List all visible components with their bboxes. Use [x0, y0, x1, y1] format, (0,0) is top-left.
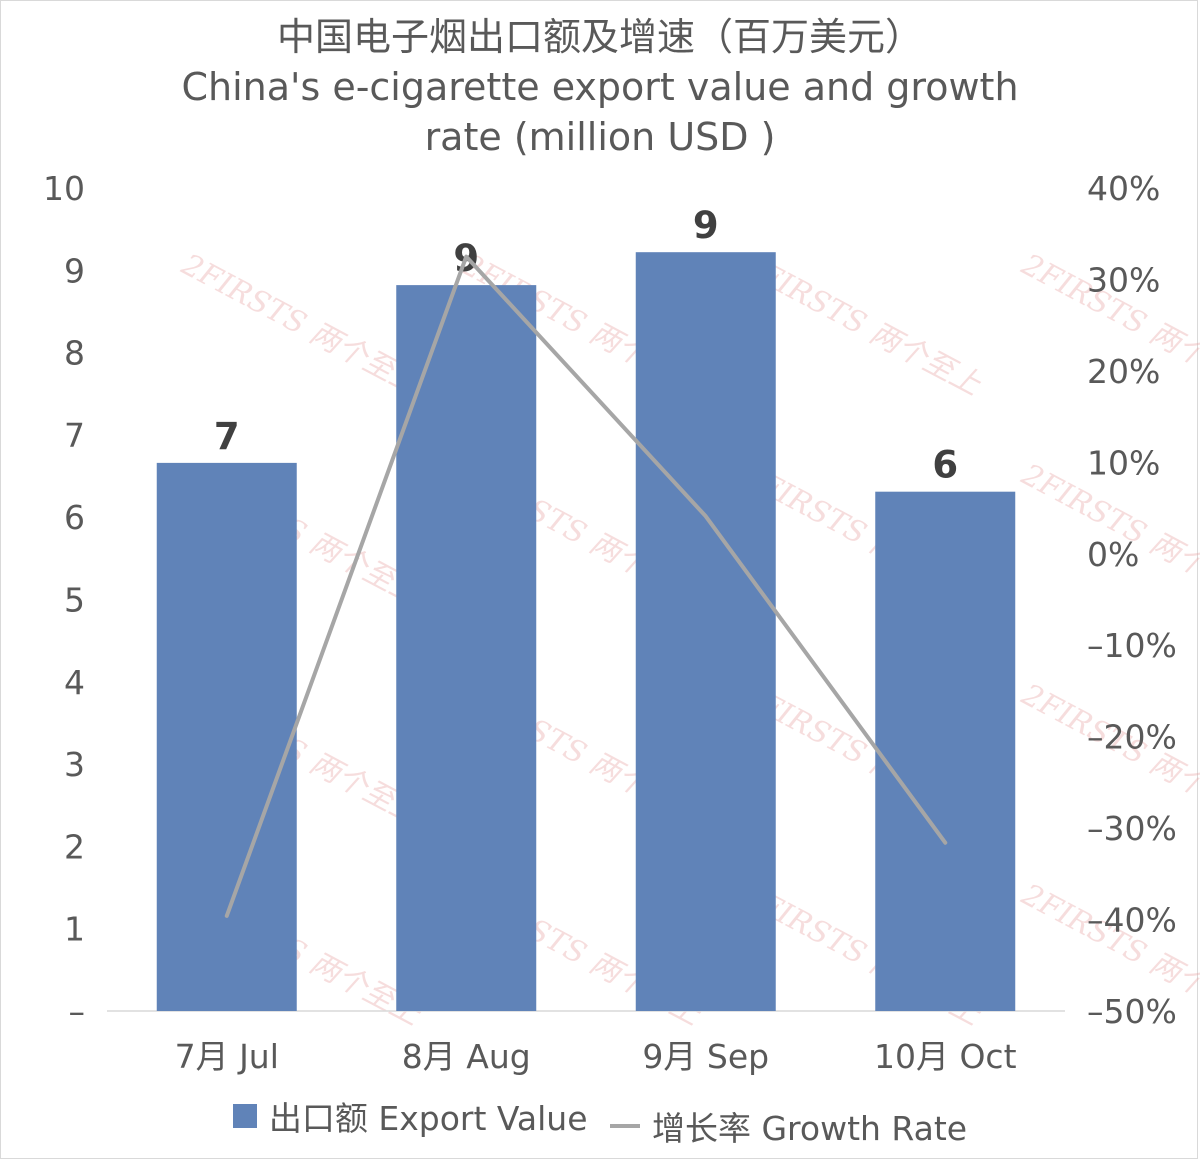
y-right-tick-label: 40% [1087, 169, 1160, 208]
y-left-tick-label: 1 [64, 910, 85, 949]
chart-title: 中国电子烟出口额及增速（百万美元） [276, 15, 923, 59]
bar-series [156, 252, 1016, 1012]
x-tick-label: 7月 Jul [175, 1037, 279, 1076]
y-left-tick-label: 6 [64, 498, 85, 537]
x-tick-label: 9月 Sep [642, 1037, 769, 1076]
legend-line-swatch [610, 1124, 640, 1128]
chart-subtitle-line-1: China's e-cigarette export value and gro… [181, 65, 1019, 109]
x-tick-label: 8月 Aug [402, 1037, 531, 1076]
y-left-tick-label: 2 [64, 827, 85, 866]
bar [635, 252, 776, 1012]
bar [396, 285, 537, 1011]
y-axis-right: –50% –40% –30% –20% –10% 0% 10% 20% 30% 40% [1087, 169, 1177, 1031]
y-right-tick-label: 0% [1087, 535, 1139, 574]
x-axis: 7月 Jul 8月 Aug 9月 Sep 10月 Oct [175, 1037, 1017, 1076]
y-right-tick-label: 20% [1087, 352, 1160, 391]
legend-bar-swatch [232, 1104, 257, 1128]
y-left-tick-label: 4 [64, 663, 85, 702]
legend-item-export-value: 出口额 Export Value [232, 1092, 588, 1140]
bar [875, 491, 1016, 1011]
y-right-tick-label: 30% [1087, 260, 1160, 299]
y-right-tick-label: –10% [1087, 626, 1177, 665]
y-axis-left: – 1 2 3 4 5 6 7 8 9 10 [43, 169, 85, 1031]
y-left-tick-label: 9 [64, 251, 85, 290]
bar [156, 462, 297, 1012]
y-left-tick-label: 5 [64, 581, 85, 620]
legend-label-growth-rate: 增长率 Growth Rate [652, 1109, 968, 1148]
bar-data-label: 7 [214, 415, 240, 458]
y-left-tick-label: 8 [64, 334, 85, 373]
bar-data-label: 6 [932, 444, 958, 487]
chart-subtitle-line-2: rate (million USD ) [424, 115, 776, 159]
growth-line [224, 254, 948, 918]
y-right-tick-label: –40% [1087, 901, 1177, 940]
y-left-tick-label: 10 [43, 169, 85, 208]
legend-label-export-value: 出口额 Export Value [268, 1099, 588, 1138]
growth-line-series [224, 254, 948, 918]
legend-item-growth-rate: 增长率 Growth Rate [610, 1102, 967, 1150]
y-left-tick-label: 7 [64, 416, 85, 455]
y-right-tick-label: 10% [1087, 443, 1160, 482]
y-left-tick-label: – [69, 992, 86, 1031]
watermark-text: 2FIRSTS 两个至上 [175, 247, 427, 403]
y-right-tick-label: –50% [1087, 992, 1177, 1031]
x-tick-label: 10月 Oct [874, 1037, 1017, 1076]
y-left-tick-label: 3 [64, 745, 85, 784]
bar-data-label: 9 [693, 204, 719, 247]
y-right-tick-label: –20% [1087, 718, 1177, 757]
legend: 出口额 Export Value 增长率 Growth Rate [0, 1092, 1200, 1150]
y-right-tick-label: –30% [1087, 809, 1177, 848]
